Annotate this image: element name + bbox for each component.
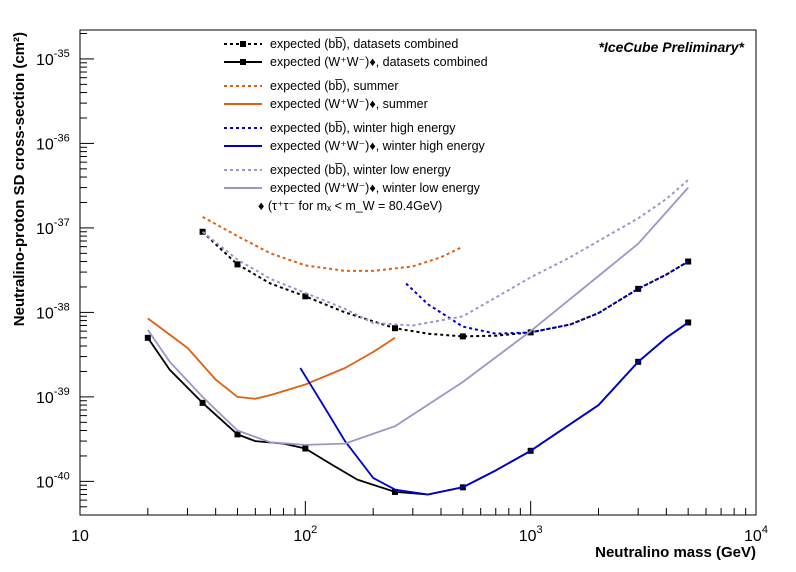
series-line-0 — [201, 231, 689, 338]
x-tick-label-exp-1: 2 — [311, 524, 317, 536]
series-line-7 — [147, 187, 689, 446]
series-0-marker-6 — [635, 285, 642, 292]
series-0-marker-1 — [234, 261, 241, 268]
x-tick-label-exp-3: 4 — [762, 524, 768, 536]
series-0-marker-0 — [199, 228, 206, 235]
y-axis-label: Neutralino-proton SD cross-section (cm²) — [11, 32, 28, 326]
y-tick-label-exp-3: -37 — [54, 217, 70, 229]
x-axis-label: Neutralino mass (GeV) — [595, 544, 756, 561]
legend-entry-4: expected (bb̅), winter high energy — [270, 121, 456, 135]
y-tick-label-exp-1: -39 — [54, 386, 70, 398]
series-0-marker-2 — [302, 293, 309, 300]
y-tick-label-exp-4: -36 — [54, 132, 70, 144]
y-tick-label-exp-2: -38 — [54, 301, 70, 313]
annotation-preliminary: *IceCube Preliminary* — [598, 39, 744, 55]
series-1-marker-4 — [392, 488, 399, 495]
series-1-marker-3 — [302, 445, 309, 452]
legend-entry-3: expected (W⁺W⁻)♦, summer — [270, 97, 428, 111]
legend-note: ♦ (τ⁺τ⁻ for mₓ < m_W = 80.4GeV) — [258, 199, 442, 213]
series-layer — [144, 179, 692, 496]
legend-entry-2: expected (bb̅), summer — [270, 79, 399, 93]
legend-entry-5: expected (W⁺W⁻)♦, winter high energy — [270, 139, 486, 153]
series-1-marker-0 — [144, 334, 151, 341]
legend-marker-0 — [240, 41, 246, 47]
series-line-5 — [299, 321, 689, 496]
series-line-6 — [201, 179, 689, 327]
series-1-marker-1 — [199, 399, 206, 406]
legend-entry-0: expected (bb̅), datasets combined — [270, 37, 458, 51]
y-tick-label-exp-0: -40 — [54, 470, 70, 482]
series-1-marker-2 — [234, 431, 241, 438]
x-tick-label-0: 10 — [71, 528, 89, 545]
series-line-2 — [202, 216, 464, 272]
legend-entry-7: expected (W⁺W⁻)♦, winter low energy — [270, 181, 481, 195]
legend-marker-1 — [240, 59, 246, 65]
y-tick-label-exp-5: -35 — [54, 48, 70, 60]
legend-entry-1: expected (W⁺W⁻)♦, datasets combined — [270, 55, 488, 69]
series-line-4 — [405, 260, 689, 335]
legend: expected (bb̅), datasets combined expecte… — [224, 37, 488, 213]
series-line-3 — [147, 317, 396, 400]
x-tick-label-exp-2: 3 — [537, 524, 543, 536]
legend-entry-6: expected (bb̅), winter low energy — [270, 163, 451, 177]
series-0-marker-3 — [392, 325, 399, 332]
series-0-marker-4 — [459, 333, 466, 340]
